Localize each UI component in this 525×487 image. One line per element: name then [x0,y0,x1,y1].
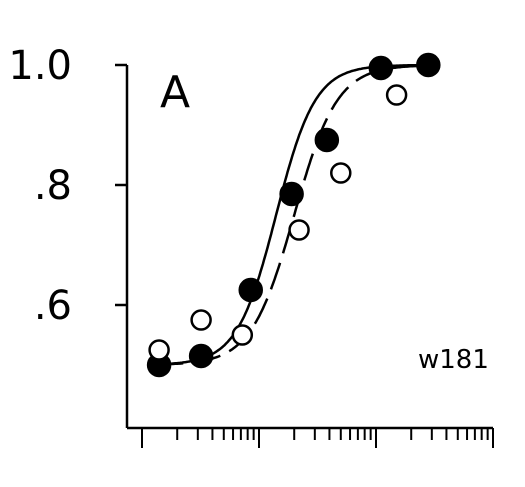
filled-data-point [368,55,394,81]
filled-data-point [238,277,263,303]
open-data-point [231,324,254,346]
open-data-point [148,339,170,361]
data-points [146,52,441,378]
open-data-point [190,309,212,331]
annotation-label: w181 [418,345,489,375]
filled-data-point [416,52,441,78]
y-ticks: 1.0 .8 .6 [8,43,127,329]
open-data-point [288,219,310,241]
filled-data-point [279,181,304,207]
filled-data-point [314,127,340,153]
y-tick-label: 1.0 [8,43,72,89]
open-data-point [330,162,352,184]
panel-label: A [160,67,190,118]
filled-data-point [188,343,214,369]
y-tick-label: .8 [34,163,72,209]
y-tick-label: .6 [34,283,72,329]
x-ticks [141,428,494,448]
open-data-point [385,84,408,106]
